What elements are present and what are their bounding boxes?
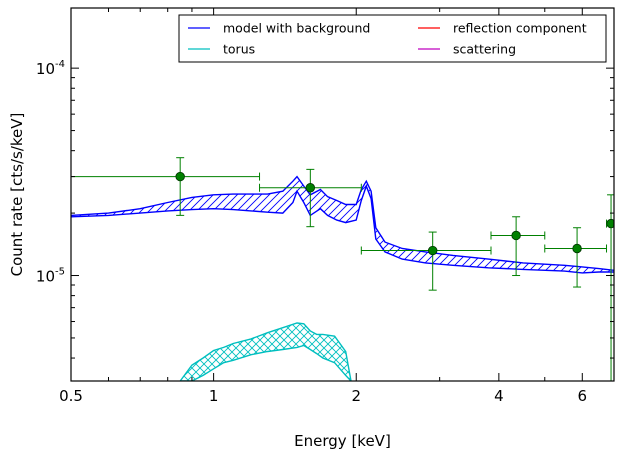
y-tick-label: 10-5 [36, 267, 65, 286]
data-marker [427, 245, 438, 256]
data-point-3 [360, 231, 492, 291]
y-tick-exponent: -4 [55, 59, 65, 70]
x-tick-label: 0.5 [59, 387, 83, 405]
legend: model with background reflection componen… [178, 14, 607, 63]
y-tick-label: 10-4 [36, 59, 65, 78]
data-point-1 [71, 157, 261, 216]
data-marker [511, 230, 521, 241]
data-marker [175, 171, 185, 182]
torus-lower-line [180, 344, 352, 381]
x-tick-label: 1 [209, 387, 219, 405]
data-point-2 [259, 168, 362, 228]
legend-label: reflection component [453, 21, 587, 36]
data-marker [606, 218, 614, 229]
y-tick-base: 10 [36, 268, 55, 286]
data-point-6 [606, 194, 614, 381]
plot-frame [70, 7, 615, 382]
torus-band-fill [180, 323, 351, 381]
tick-labels: 0.5 1 2 4 610-510-4 [36, 59, 587, 405]
legend-box [178, 14, 607, 63]
y-tick-exponent: -5 [55, 267, 65, 278]
model-with-background-band-fill [71, 176, 614, 273]
torus-upper-line [179, 322, 352, 381]
model-with-background-upper-line [71, 175, 614, 271]
y-axis-label: Count rate [cts/s/keV] [8, 113, 26, 277]
model-bands [71, 175, 614, 381]
model-with-background-lower-line [71, 184, 614, 274]
legend-label: model with background [223, 21, 370, 36]
legend-label: torus [223, 42, 255, 57]
x-axis-label: Energy [keV] [294, 432, 391, 450]
x-tick-label: 2 [351, 387, 361, 405]
x-tick-label: 4 [494, 387, 504, 405]
plot-background [71, 8, 614, 381]
y-tick-base: 10 [36, 60, 55, 78]
data-point-5 [544, 227, 608, 288]
data-points [71, 157, 614, 381]
data-marker [305, 183, 316, 193]
data-point-4 [490, 216, 546, 277]
x-tick-label: 6 [578, 387, 588, 405]
data-marker [572, 243, 582, 254]
legend-label: scattering [453, 42, 516, 57]
